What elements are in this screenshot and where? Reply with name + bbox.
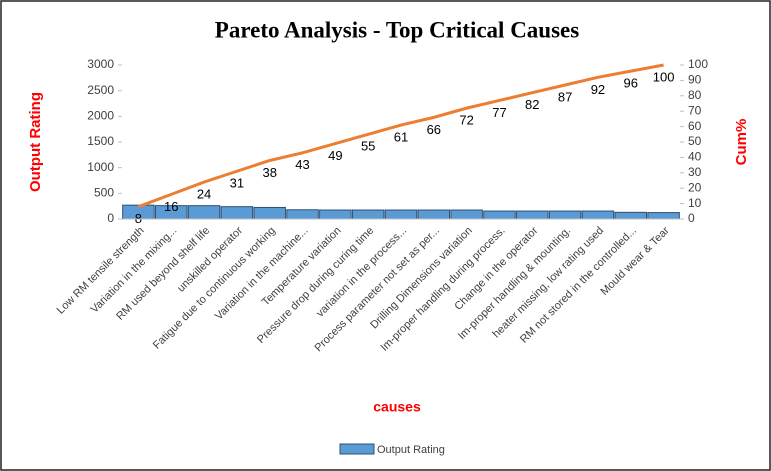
bar (614, 211, 648, 220)
data-label: 31 (230, 176, 244, 191)
bar (647, 212, 680, 220)
x-axis-title: causes (373, 399, 421, 415)
data-label: 24 (197, 186, 211, 201)
bar (351, 209, 385, 220)
y-axis-title: Output Rating (27, 92, 44, 192)
y2-tick-label: 30 (688, 165, 702, 179)
data-label: 38 (262, 165, 276, 180)
bar (450, 209, 483, 220)
bar (548, 210, 582, 220)
data-label: 82 (525, 97, 539, 112)
bar (253, 206, 286, 220)
bar (286, 209, 319, 220)
y2-tick-label: 40 (688, 150, 702, 164)
data-label: 77 (492, 105, 506, 120)
legend-swatch (339, 443, 375, 455)
bar (581, 210, 615, 220)
y-tick-label: 1500 (87, 134, 114, 148)
data-label: 43 (295, 157, 309, 172)
bar (516, 210, 549, 220)
bar (483, 210, 516, 220)
y-tick-label: 1000 (87, 160, 114, 174)
y-tick-label: 2500 (87, 83, 114, 97)
y-tick-label: 0 (107, 211, 114, 225)
y2-axis-title: Cum% (733, 119, 750, 166)
legend-label: Output Rating (377, 444, 445, 456)
line (137, 63, 664, 209)
y2-tick-label: 90 (688, 73, 702, 87)
bar (417, 209, 451, 220)
data-label: 16 (164, 199, 178, 214)
y-tick-label: 3000 (87, 57, 114, 71)
data-label: 49 (328, 148, 342, 163)
data-label: 72 (459, 113, 473, 128)
chart-title: Pareto Analysis - Top Critical Causes (215, 17, 579, 42)
y2-tick-label: 100 (688, 57, 708, 71)
bar (220, 206, 254, 220)
y2-tick-label: 60 (688, 119, 702, 133)
data-label: 61 (394, 129, 408, 144)
data-label: 100 (653, 69, 675, 84)
data-label: 87 (558, 89, 572, 104)
y2-tick-label: 20 (688, 180, 702, 194)
data-label: 96 (624, 76, 638, 91)
bar (187, 205, 221, 220)
y2-tick-label: 0 (688, 211, 695, 225)
y2-tick-label: 10 (688, 196, 702, 210)
bar (319, 209, 352, 220)
data-label: 92 (591, 82, 605, 97)
y2-tick-label: 80 (688, 88, 702, 102)
y2-tick-label: 70 (688, 103, 702, 117)
data-label: 66 (427, 122, 441, 137)
y-tick-label: 2000 (87, 109, 114, 123)
y-tick-label: 500 (94, 186, 114, 200)
data-label: 55 (361, 139, 375, 154)
bar (384, 209, 418, 220)
y2-tick-label: 50 (688, 134, 702, 148)
